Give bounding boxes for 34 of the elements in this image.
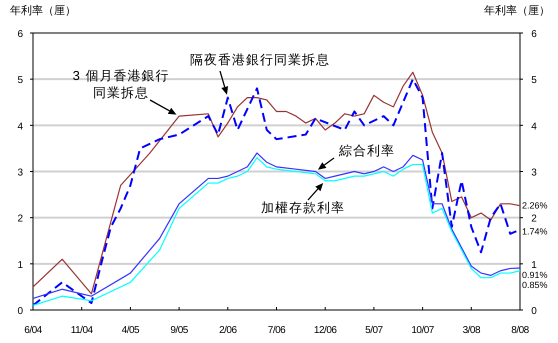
y2-tick-label: 1 <box>531 260 538 271</box>
data-label: 1.74% <box>522 226 548 237</box>
series-label: 3 個月香港銀行同業拆息 <box>72 68 170 100</box>
y2-tick-label: 6 <box>531 29 538 40</box>
data-label: 2.26% <box>522 200 548 211</box>
y2-tick-label: 4 <box>531 121 538 132</box>
y-tick-label: 1 <box>17 260 24 271</box>
y2-tick-label: 5 <box>531 75 538 86</box>
y-axis-title: 年利率（厘） <box>10 4 76 17</box>
y-tick-label: 2 <box>17 214 24 225</box>
series-label: 綜合利率 <box>338 143 395 158</box>
y2-tick-label: 2 <box>531 214 538 225</box>
x-tick-label: 10/07 <box>411 325 435 336</box>
data-label: 0.91% <box>522 270 548 280</box>
x-tick-label: 7/06 <box>268 325 286 336</box>
y-tick-label: 4 <box>17 121 24 132</box>
data-label: 0.85% <box>522 280 548 290</box>
y-tick-label: 3 <box>17 168 24 178</box>
x-tick-label: 12/06 <box>314 325 338 336</box>
y-tick-label: 0 <box>17 306 24 317</box>
series-label: 加權存款利率 <box>261 200 345 215</box>
y2-axis-title: 年利率（厘） <box>484 4 550 17</box>
x-tick-label: 3/08 <box>462 325 481 336</box>
x-tick-label: 9/05 <box>170 325 189 336</box>
y2-tick-label: 3 <box>531 168 538 178</box>
x-tick-label: 2/06 <box>219 325 238 336</box>
x-tick-label: 5/07 <box>365 325 384 336</box>
y-tick-label: 5 <box>17 75 24 86</box>
x-tick-label: 8/08 <box>511 325 530 336</box>
y-tick-label: 6 <box>17 29 24 40</box>
x-tick-label: 11/04 <box>70 325 94 336</box>
x-tick-label: 6/04 <box>24 325 43 336</box>
y2-tick-label: 0 <box>531 306 538 317</box>
x-tick-label: 4/05 <box>122 325 140 336</box>
